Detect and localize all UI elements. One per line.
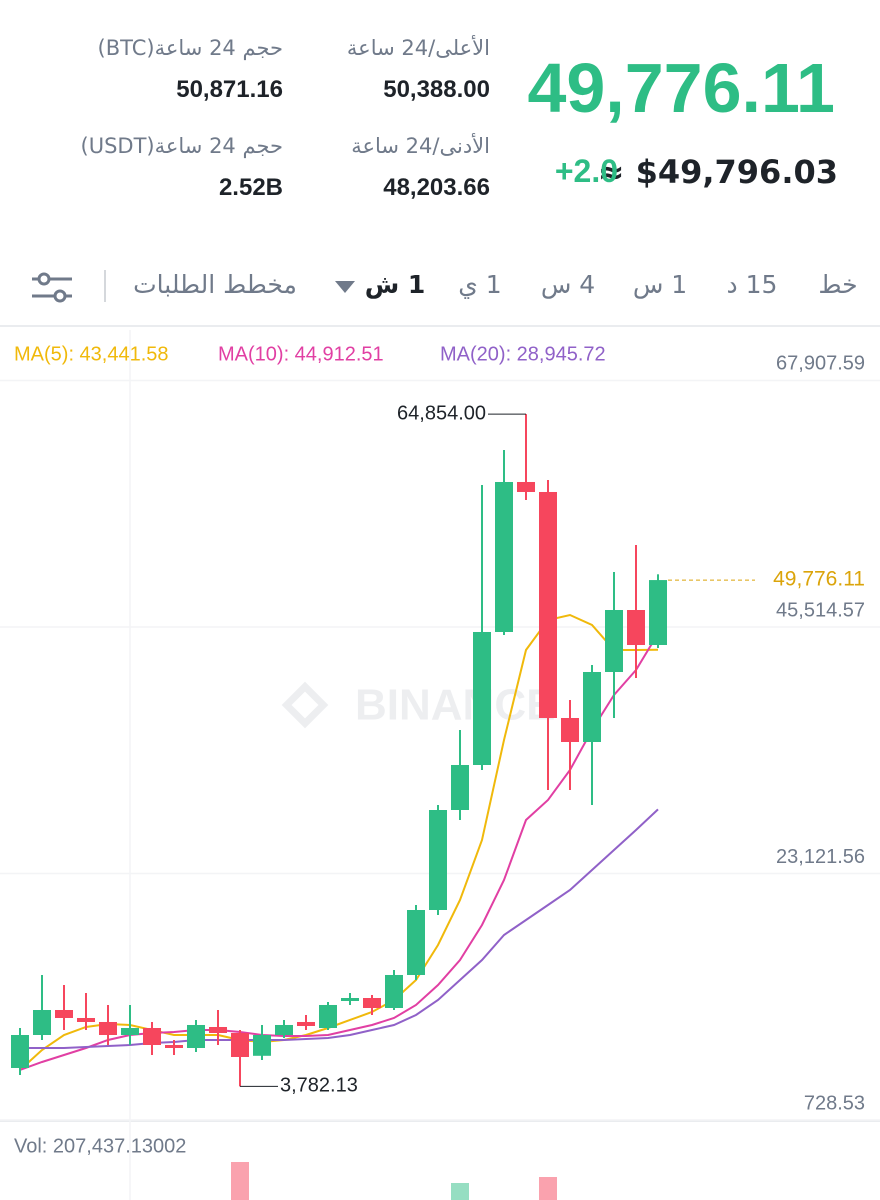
stat-label: الأعلى/24 ساعة — [346, 36, 490, 60]
candle-body — [473, 631, 491, 765]
volume-label: Vol: 207,437.13002 — [14, 1135, 186, 1157]
ma-line — [19, 613, 659, 1071]
stat-value: 50,388.00 — [383, 76, 490, 103]
candle-body — [55, 1009, 73, 1018]
tab[interactable]: 1 س — [632, 270, 688, 299]
tab[interactable]: 1 ي — [458, 270, 502, 299]
y-tick-label: 67,907.59 — [776, 353, 865, 375]
ma-line — [20, 808, 659, 1049]
candle-body — [341, 998, 359, 1001]
tab[interactable]: مخطط الطلبات — [133, 270, 297, 299]
y-tick-label: 23,121.56 — [776, 846, 865, 868]
stat-value: 50,871.16 — [176, 76, 283, 103]
candle-body — [77, 1017, 95, 1022]
tab[interactable]: 15 د — [726, 270, 778, 299]
candle-body — [539, 491, 557, 718]
stat-value: 2.52B — [218, 174, 283, 201]
candle-body — [33, 1009, 51, 1035]
candle-body — [319, 1004, 337, 1028]
tab[interactable]: 4 س — [540, 270, 596, 299]
price: 49,776.11 — [527, 49, 835, 127]
annotation-label: 3,782.13 — [280, 1075, 358, 1097]
volume-bar — [451, 1183, 469, 1200]
candle-body — [627, 609, 645, 645]
volume-bar — [231, 1162, 249, 1200]
ma-line — [19, 633, 659, 1071]
last-price-label: 49,776.11 — [773, 568, 865, 591]
candle-body — [143, 1027, 161, 1045]
candle-body — [517, 481, 535, 492]
watermark-logo — [281, 681, 329, 729]
candle-body — [99, 1021, 117, 1035]
candle-body — [429, 809, 447, 910]
candle-body — [583, 671, 601, 743]
stat-value: 48,203.66 — [383, 174, 490, 201]
candle-body — [11, 1034, 29, 1068]
stat-label: حجم 24 ساعة(BTC) — [97, 36, 283, 60]
candle-body — [297, 1021, 315, 1026]
candle-body — [275, 1024, 293, 1035]
candle-body — [121, 1027, 139, 1035]
candle-body — [385, 974, 403, 1008]
stat-label: حجم 24 ساعة(USDT) — [80, 134, 284, 158]
candle-body — [451, 764, 469, 810]
dropdown-arrow[interactable] — [335, 281, 355, 293]
legend-entry: MA(10): 44,912.51 — [218, 343, 384, 365]
y-tick-label: 728.53 — [804, 1092, 865, 1114]
candle-body — [231, 1032, 249, 1057]
candle-body — [561, 717, 579, 743]
watermark: BINANCE — [355, 681, 555, 730]
candle-body — [605, 609, 623, 672]
candle-body — [165, 1044, 183, 1049]
volume-bar — [539, 1177, 557, 1200]
candle-body — [407, 909, 425, 975]
approx-price: ≈ $49,796.03 — [597, 153, 838, 191]
stat-label: الأدنى/24 ساعة — [351, 134, 490, 158]
change: +2.0 — [554, 153, 618, 189]
candle-body — [209, 1026, 227, 1033]
candle-body — [187, 1024, 205, 1049]
candle-body — [649, 580, 667, 645]
legend-entry: MA(5): 43,441.58 — [14, 343, 169, 365]
tab-active[interactable]: 1 ش — [364, 270, 426, 299]
settings-icon[interactable] — [32, 272, 72, 303]
annotation-label: 64,854.00 — [397, 402, 486, 424]
tab[interactable]: خط — [818, 270, 858, 299]
candle-body — [363, 998, 381, 1008]
candle-body — [495, 481, 513, 632]
y-tick-label: 45,514.57 — [776, 599, 865, 621]
candle-body — [253, 1034, 271, 1056]
legend-entry: MA(20): 28,945.72 — [440, 343, 606, 365]
